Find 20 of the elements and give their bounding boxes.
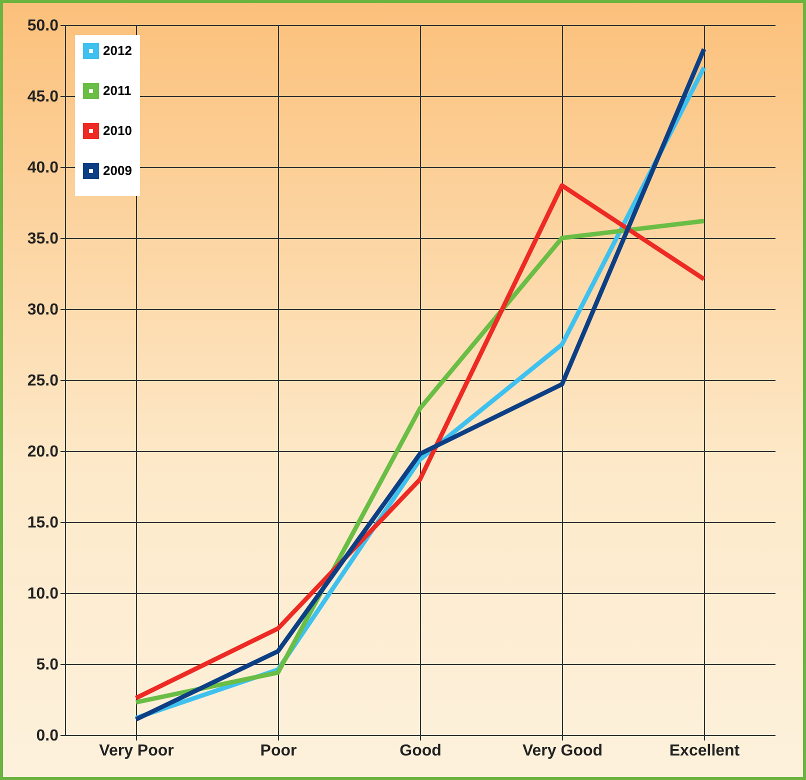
y-tick-label: 5.0: [36, 656, 59, 674]
y-tick-label: 50.0: [27, 18, 59, 34]
legend-label: 2011: [103, 83, 132, 98]
y-tick-label: 45.0: [27, 88, 59, 106]
y-tick-label: 40.0: [27, 160, 59, 176]
y-tick-label: 15.0: [27, 514, 59, 532]
y-tick-label: 20.0: [27, 444, 59, 460]
y-tick-label: 0.0: [36, 728, 59, 744]
y-tick-label: 30.0: [27, 302, 59, 318]
legend-label: 2009: [103, 163, 132, 178]
legend-label: 2012: [103, 43, 132, 58]
x-tick-label: Poor: [260, 742, 297, 760]
x-tick-label: Very Poor: [99, 742, 174, 760]
legend-label: 2010: [103, 123, 132, 138]
y-tick-label: 10.0: [27, 586, 59, 602]
x-tick-label: Good: [400, 742, 442, 760]
x-tick-label: Very Good: [522, 742, 603, 760]
y-tick-label: 25.0: [27, 372, 59, 390]
x-tick-label: Excellent: [669, 742, 740, 760]
y-tick-label: 35.0: [27, 230, 59, 248]
